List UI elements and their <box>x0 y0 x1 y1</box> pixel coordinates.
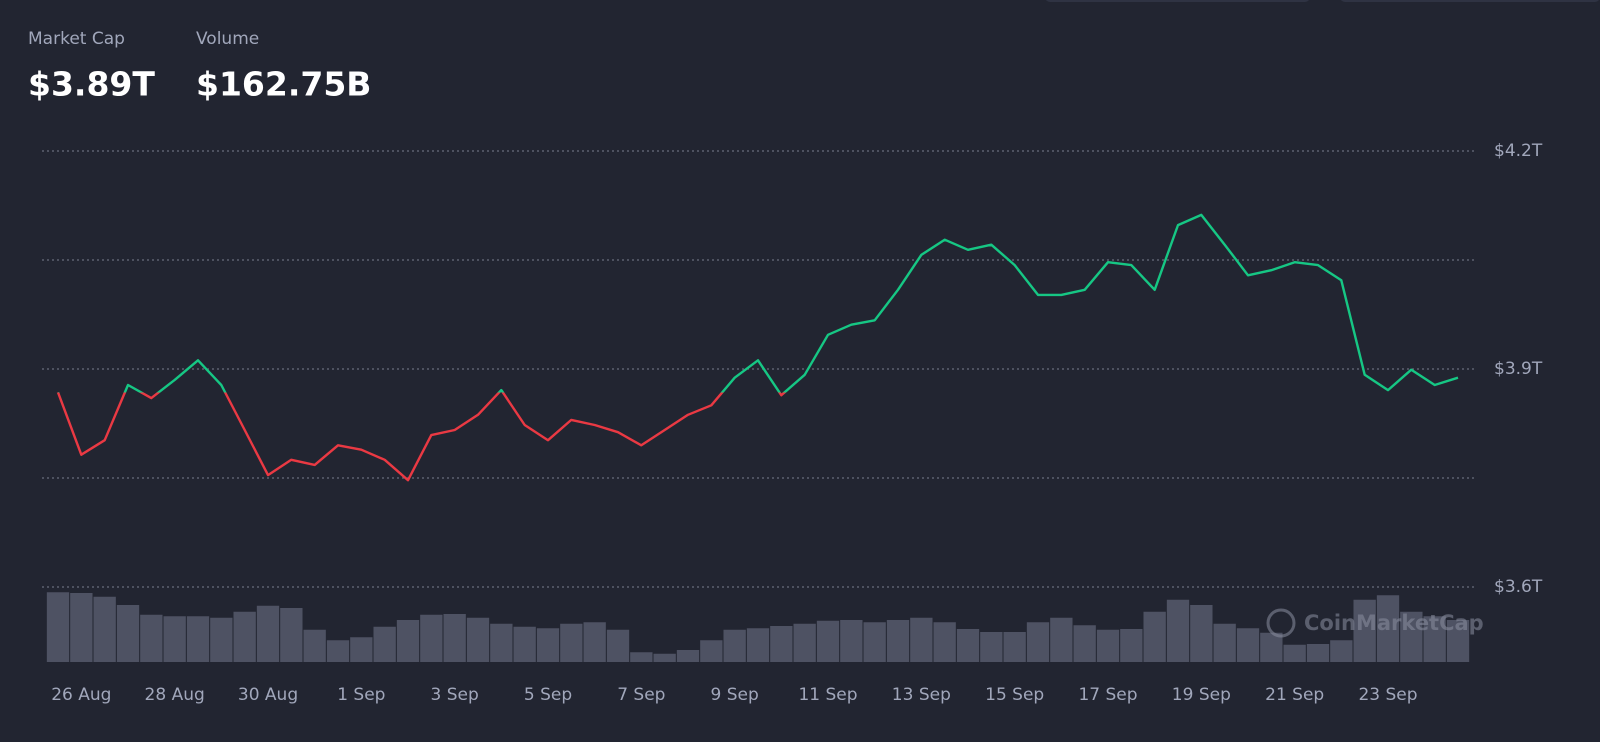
volume-bar <box>746 628 770 662</box>
volume-bar <box>140 614 163 662</box>
volume-bar <box>303 629 326 662</box>
volume-bar <box>560 623 583 662</box>
x-tick-label: 15 Sep <box>985 685 1044 705</box>
y-tick-label: $3.9T <box>1494 359 1543 379</box>
volume-bar <box>886 620 910 662</box>
volume-bar <box>46 592 70 662</box>
watermark-text: CoinMarketCap <box>1304 611 1484 635</box>
y-tick-label: $3.6T <box>1494 577 1543 597</box>
volume-bar <box>420 614 443 662</box>
x-tick-label: 21 Sep <box>1265 685 1324 705</box>
volume-bars <box>46 592 1470 662</box>
volume-bar <box>1283 644 1306 662</box>
volume-bar <box>1120 629 1143 662</box>
volume-bar <box>980 632 1003 662</box>
volume-bar <box>1166 599 1190 662</box>
volume-bar <box>1213 623 1236 662</box>
x-tick-label: 13 Sep <box>892 685 951 705</box>
x-tick-label: 28 Aug <box>145 685 205 705</box>
volume-bar <box>630 652 653 662</box>
x-tick-label: 1 Sep <box>337 685 385 705</box>
volume-bar <box>1026 622 1050 662</box>
volume-bar <box>1050 617 1073 662</box>
volume-bar <box>1330 640 1353 662</box>
volume-bar <box>210 617 233 662</box>
volume-bar <box>793 623 816 662</box>
x-tick-label: 30 Aug <box>238 685 298 705</box>
volume-bar <box>840 620 863 662</box>
volume-bar <box>606 629 630 662</box>
volume-bar <box>70 593 93 662</box>
x-tick-label: 19 Sep <box>1172 685 1231 705</box>
volume-bar <box>910 617 933 662</box>
volume-bar <box>723 629 746 662</box>
toolbar-button[interactable] <box>1045 0 1310 2</box>
volume-bar <box>1353 599 1376 662</box>
x-tick-label: 3 Sep <box>431 685 479 705</box>
volume-bar <box>536 628 560 662</box>
x-tick-label: 11 Sep <box>798 685 857 705</box>
volume-bar <box>1260 632 1283 662</box>
volume-bar <box>513 626 536 662</box>
volume-bar <box>1306 644 1330 662</box>
volume-bar <box>1236 628 1260 662</box>
volume-bar <box>700 640 723 662</box>
volume-bar <box>676 650 700 662</box>
volume-bar <box>396 620 420 662</box>
volume-bar <box>280 608 303 662</box>
volume-bar <box>256 605 280 662</box>
watermark: CoinMarketCap <box>1266 608 1484 638</box>
volume-bar <box>350 637 373 662</box>
volume-bar <box>1096 629 1120 662</box>
volume-bar <box>816 620 840 662</box>
volume-bar <box>326 640 350 662</box>
volume-bar <box>373 626 396 662</box>
x-tick-label: 17 Sep <box>1078 685 1137 705</box>
volume-bar <box>233 611 256 662</box>
volume-bar <box>186 616 210 662</box>
volume-bar <box>653 653 676 662</box>
volume-bar <box>1400 611 1423 662</box>
stat-label: Volume <box>196 29 259 49</box>
x-tick-label: 23 Sep <box>1358 685 1417 705</box>
volume-bar <box>1423 616 1446 662</box>
x-tick-label: 7 Sep <box>617 685 665 705</box>
volume-bar <box>1073 625 1096 662</box>
volume-bar <box>1003 632 1026 662</box>
volume-bar <box>116 605 140 662</box>
volume-bar <box>443 614 466 662</box>
stat-value: $3.89T <box>28 65 155 104</box>
price-line <box>56 213 1459 482</box>
stat-label: Market Cap <box>28 29 125 49</box>
volume-bar <box>1143 611 1166 662</box>
y-tick-label: $4.2T <box>1494 141 1543 161</box>
volume-bar <box>956 629 980 662</box>
volume-bar <box>1376 595 1400 662</box>
volume-bar <box>863 622 886 662</box>
volume-bar <box>490 623 513 662</box>
volume-bar <box>770 626 793 662</box>
volume-bar <box>1446 620 1470 662</box>
volume-bar <box>93 596 116 662</box>
volume-bar <box>1190 605 1213 662</box>
stat-value: $162.75B <box>196 65 371 104</box>
volume-bar <box>583 622 606 662</box>
x-tick-label: 9 Sep <box>711 685 759 705</box>
toolbar-button[interactable] <box>1340 0 1600 2</box>
volume-bar <box>933 622 956 662</box>
volume-bar <box>466 617 490 662</box>
x-tick-label: 5 Sep <box>524 685 572 705</box>
volume-bar <box>163 616 186 662</box>
x-tick-label: 26 Aug <box>51 685 111 705</box>
